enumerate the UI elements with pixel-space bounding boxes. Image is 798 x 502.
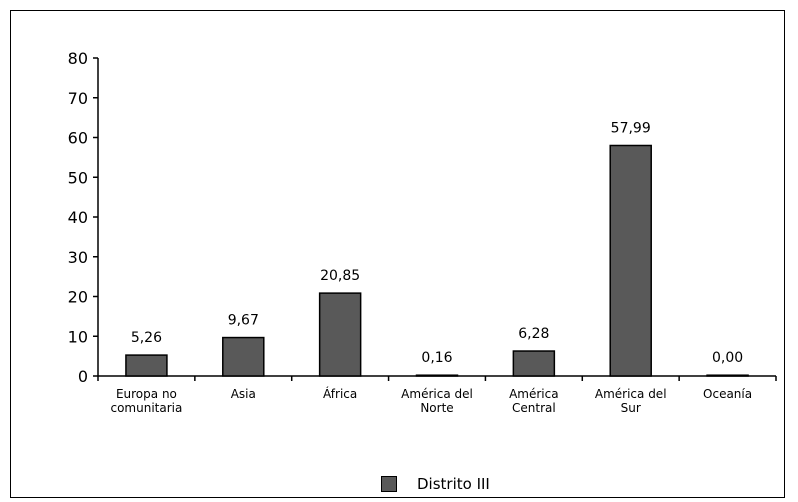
y-tick-label: 20 [68,288,88,307]
data-label: 57,99 [611,120,651,136]
data-label: 0,00 [712,350,743,366]
bar [415,374,459,377]
y-tick-label: 50 [68,168,88,187]
y-tick-label: 40 [68,208,88,227]
y-tick-label: 70 [68,89,88,108]
legend-label: Distrito III [417,475,490,493]
x-tick-label: Sur [621,401,641,415]
data-label: 0,16 [421,350,452,366]
x-tick-label: comunitaria [110,401,182,415]
x-tick-label: Europa no [116,387,177,401]
chart-frame: 0 10 20 30 40 50 60 70 80 5,26 Europa no comunitari… [10,10,785,498]
data-label: 9,67 [228,313,259,329]
data-label: 20,85 [320,268,360,284]
x-tick-label: África [323,386,357,401]
x-tick-label: Oceanía [703,387,752,401]
data-label: 5,26 [131,330,162,346]
bar [706,374,749,377]
x-tick-label: América del [401,387,473,401]
x-tick-label: América [509,387,559,401]
y-tick-label: 0 [78,367,88,386]
bar-chart: 0 10 20 30 40 50 60 70 80 5,26 Europa nocomunitari… [68,49,777,415]
bar [222,336,265,377]
legend-swatch [381,476,397,492]
y-tick-label: 30 [68,248,88,267]
y-tick-label: 60 [68,129,88,148]
data-label: 6,28 [518,326,549,342]
x-tick-label: Central [512,401,556,415]
x-tick-label: América del [595,387,667,401]
x-tick-label: Norte [420,401,453,415]
y-tick-label: 10 [68,327,88,346]
x-tick-label: Asia [231,387,256,401]
y-tick-label: 80 [68,49,88,68]
bar [512,350,556,377]
bar [125,354,168,377]
legend: Distrito III [381,473,490,495]
bar [318,292,362,377]
bar [609,144,652,377]
